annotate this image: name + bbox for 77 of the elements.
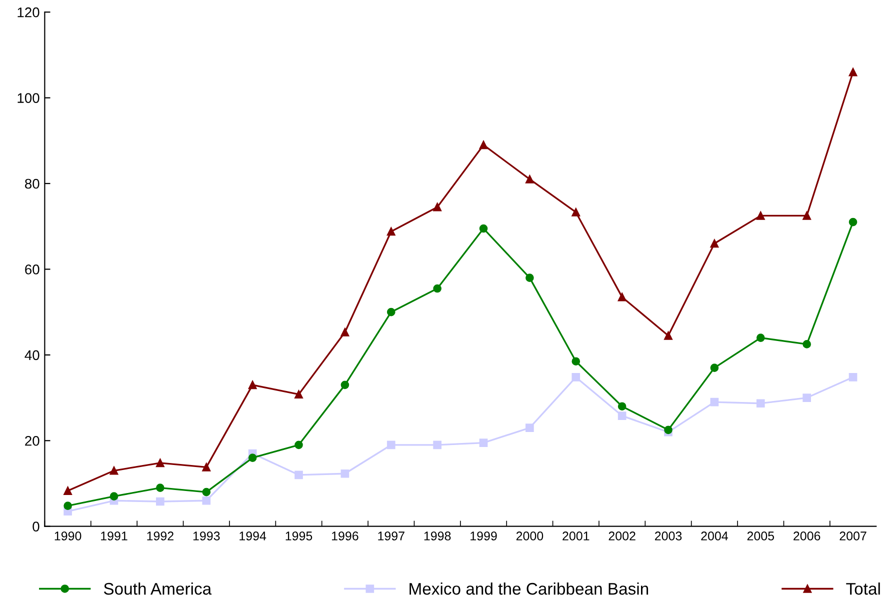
x-tick-label: 1999 [470,532,497,540]
point [156,484,164,492]
x-tick-label: 1998 [424,532,451,540]
point [479,224,488,233]
point [526,175,534,184]
point [618,402,626,411]
point [572,208,580,216]
point [848,68,858,76]
x-tick-label: 2001 [562,532,590,540]
point [572,357,580,366]
point [802,340,811,348]
point [848,218,858,226]
point [479,140,488,150]
point [710,398,719,406]
point [526,274,534,282]
x-tick-label: 2006 [794,532,820,540]
point [202,488,211,496]
y-tick-label: 80 [24,178,40,189]
x-tick-label: 1990 [54,532,82,540]
legend-label: South America [104,582,212,595]
point [618,412,626,420]
point [248,380,257,390]
x-tick-label: 1992 [147,532,174,540]
point [386,308,396,316]
point [156,458,164,468]
point [479,438,488,447]
x-tick-label: 2000 [516,532,544,540]
point [248,454,257,462]
y-tick-label: 20 [25,436,40,446]
point [340,328,350,336]
x-tick-label: 1993 [193,532,220,540]
point [433,440,442,450]
point [294,470,303,480]
y-tick-label: 40 [24,350,40,360]
point [802,211,811,220]
legend-label: Mexico and the Caribbean Basin [410,582,648,595]
point [664,331,672,340]
x-tick-label: 1995 [286,532,312,540]
point [386,227,396,236]
y-tick-label: 0 [32,522,40,532]
x-tick-label: 2004 [701,532,728,540]
x-tick-label: 2005 [747,532,774,540]
x-tick-label: 1994 [240,532,266,540]
point [294,390,303,399]
point [618,292,626,302]
point [756,399,765,408]
y-tick-label: 120 [18,7,40,18]
point [340,469,350,478]
point [756,211,765,220]
point [110,492,118,501]
point [386,440,396,450]
y-tick-label: 100 [18,93,40,103]
point [110,466,118,475]
point [64,502,72,510]
point [433,284,442,293]
y-tick-label: 60 [25,264,40,274]
point [294,440,303,450]
x-tick-label: 2002 [608,532,636,540]
point [202,496,211,505]
x-tick-label: 2003 [654,532,682,540]
point [526,424,534,432]
point [202,463,211,472]
point [156,497,164,506]
x-tick-label: 1996 [332,532,358,540]
x-tick-label: 1991 [101,532,128,540]
point [572,373,580,382]
point [848,373,858,382]
legend-label: Total [846,582,880,595]
point [710,364,719,372]
point [340,380,350,390]
point [802,394,811,402]
point [710,239,719,248]
x-tick-label: 2007 [840,532,866,540]
point [756,334,765,342]
x-tick-label: 1997 [378,532,404,540]
point [433,202,442,212]
point [64,486,72,495]
